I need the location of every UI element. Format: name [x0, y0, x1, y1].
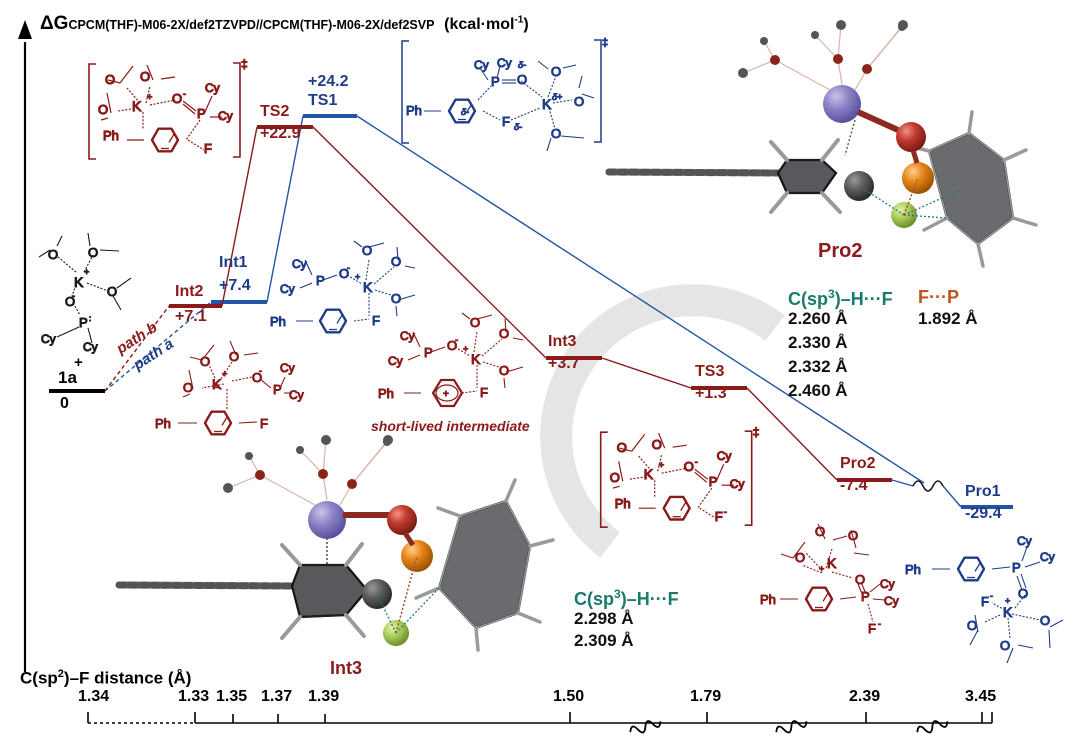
svg-text:‡: ‡ — [241, 57, 248, 71]
svg-text:F: F — [204, 141, 212, 156]
svg-text:Cy: Cy — [218, 109, 233, 123]
svg-text:Ph: Ph — [103, 128, 119, 143]
svg-text:P: P — [197, 106, 206, 121]
svg-text:Cy: Cy — [205, 81, 220, 95]
svg-text:-: - — [183, 89, 186, 99]
svg-text:K: K — [132, 98, 142, 114]
svg-text:O: O — [140, 69, 150, 84]
svg-text:O: O — [98, 102, 108, 117]
svg-text:O: O — [105, 72, 115, 87]
svg-text:O: O — [172, 91, 182, 106]
svg-text:+: + — [147, 92, 152, 102]
